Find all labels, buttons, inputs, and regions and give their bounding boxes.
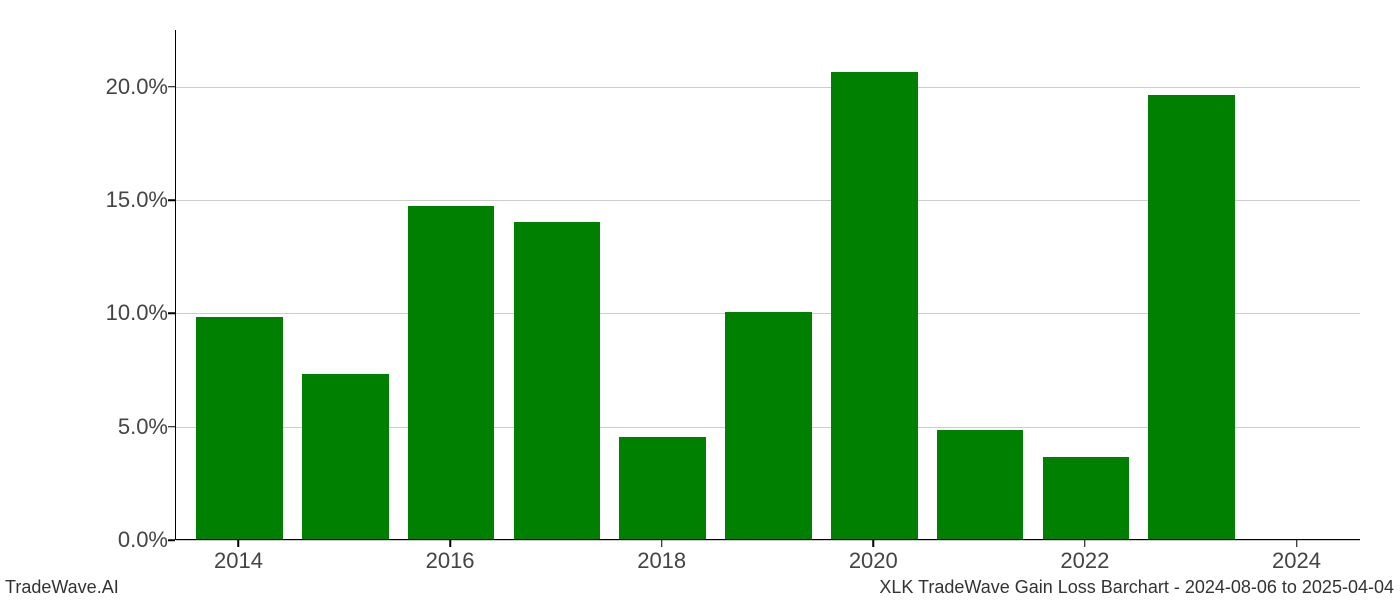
gridline xyxy=(176,540,1360,541)
bar xyxy=(831,72,918,539)
y-axis-tick-label: 15.0% xyxy=(106,187,168,213)
x-axis-tick-mark xyxy=(449,540,451,547)
x-axis-tick-mark xyxy=(873,540,875,547)
y-axis-tick-mark xyxy=(168,426,175,428)
y-axis-tick-label: 0.0% xyxy=(118,527,168,553)
y-axis-tick-label: 5.0% xyxy=(118,414,168,440)
footer-left-text: TradeWave.AI xyxy=(5,577,119,598)
y-axis-tick-label: 10.0% xyxy=(106,300,168,326)
footer-right-text: XLK TradeWave Gain Loss Barchart - 2024-… xyxy=(879,577,1394,598)
bar xyxy=(725,312,812,539)
x-axis-tick-label: 2022 xyxy=(1060,548,1109,574)
x-axis-tick-label: 2018 xyxy=(637,548,686,574)
bar xyxy=(514,222,601,539)
gridline xyxy=(176,87,1360,88)
y-axis-tick-mark xyxy=(168,199,175,201)
x-axis-tick-label: 2020 xyxy=(849,548,898,574)
x-axis-tick-label: 2016 xyxy=(426,548,475,574)
bar xyxy=(302,374,389,539)
y-axis-tick-mark xyxy=(168,313,175,315)
bar xyxy=(408,206,495,539)
x-axis-tick-mark xyxy=(1296,540,1298,547)
bar xyxy=(619,437,706,539)
plot-frame xyxy=(175,30,1360,540)
y-axis-tick-mark xyxy=(168,539,175,541)
x-axis-tick-mark xyxy=(661,540,663,547)
chart-plot-area xyxy=(175,30,1360,540)
y-axis-tick-label: 20.0% xyxy=(106,74,168,100)
y-axis-tick-mark xyxy=(168,86,175,88)
bar xyxy=(196,317,283,539)
bar xyxy=(937,430,1024,539)
x-axis-tick-label: 2024 xyxy=(1272,548,1321,574)
bar xyxy=(1148,95,1235,539)
x-axis-tick-label: 2014 xyxy=(214,548,263,574)
x-axis-tick-mark xyxy=(1084,540,1086,547)
x-axis-tick-mark xyxy=(238,540,240,547)
bar xyxy=(1043,457,1130,539)
